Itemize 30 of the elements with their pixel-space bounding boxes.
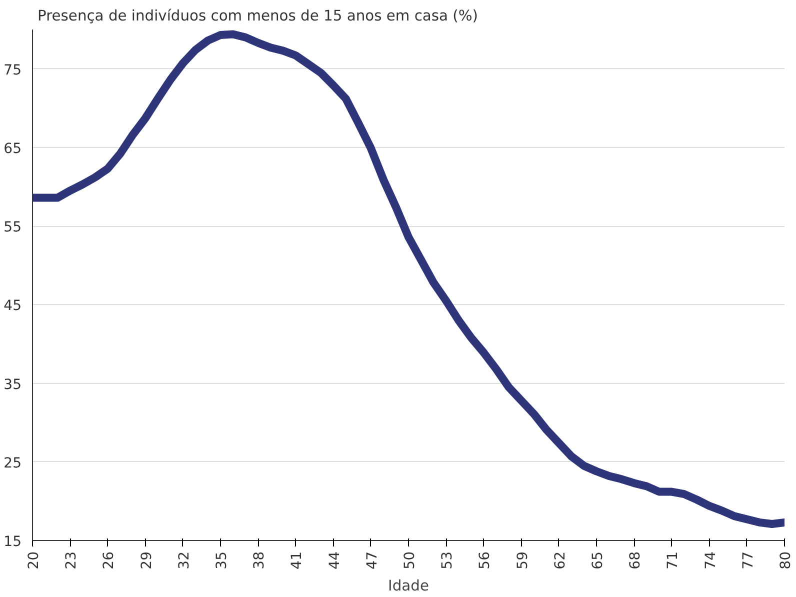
x-tick-label: 62 xyxy=(552,551,568,570)
y-tick-label: 15 xyxy=(4,534,22,550)
x-tick-label: 80 xyxy=(778,551,794,570)
x-axis-title: Idade xyxy=(388,577,429,594)
x-tick-label: 71 xyxy=(665,551,682,570)
chart-title: Presença de indivíduos com menos de 15 anos em casa (%) xyxy=(38,8,478,24)
y-tick-label: 25 xyxy=(4,455,22,472)
x-tick-label: 26 xyxy=(101,551,118,570)
x-tick-label: 68 xyxy=(628,551,644,570)
x-tick-label: 53 xyxy=(440,551,456,570)
x-tick-label: 29 xyxy=(138,551,155,570)
x-tick-label: 38 xyxy=(252,551,268,570)
x-tick-label: 56 xyxy=(477,551,494,570)
y-tick-label: 65 xyxy=(4,140,22,157)
y-tick-label: 45 xyxy=(4,298,22,314)
x-tick-label: 74 xyxy=(702,551,719,570)
x-tick-label: 50 xyxy=(402,551,418,570)
x-tick-label: 32 xyxy=(176,551,192,570)
y-tick-label: 55 xyxy=(4,220,22,236)
x-tick-label: 77 xyxy=(740,551,756,570)
x-tick-label: 20 xyxy=(26,551,42,570)
x-tick-label: 59 xyxy=(514,551,531,570)
x-tick-label: 47 xyxy=(364,551,380,570)
x-tick-label: 23 xyxy=(64,551,80,570)
x-tick-label: 41 xyxy=(289,551,306,570)
x-tick-label: 65 xyxy=(590,551,606,570)
y-tick-label: 75 xyxy=(4,62,22,78)
x-tick-label: 44 xyxy=(326,551,343,570)
x-tick-label: 35 xyxy=(214,551,230,570)
y-tick-label: 35 xyxy=(4,376,22,393)
